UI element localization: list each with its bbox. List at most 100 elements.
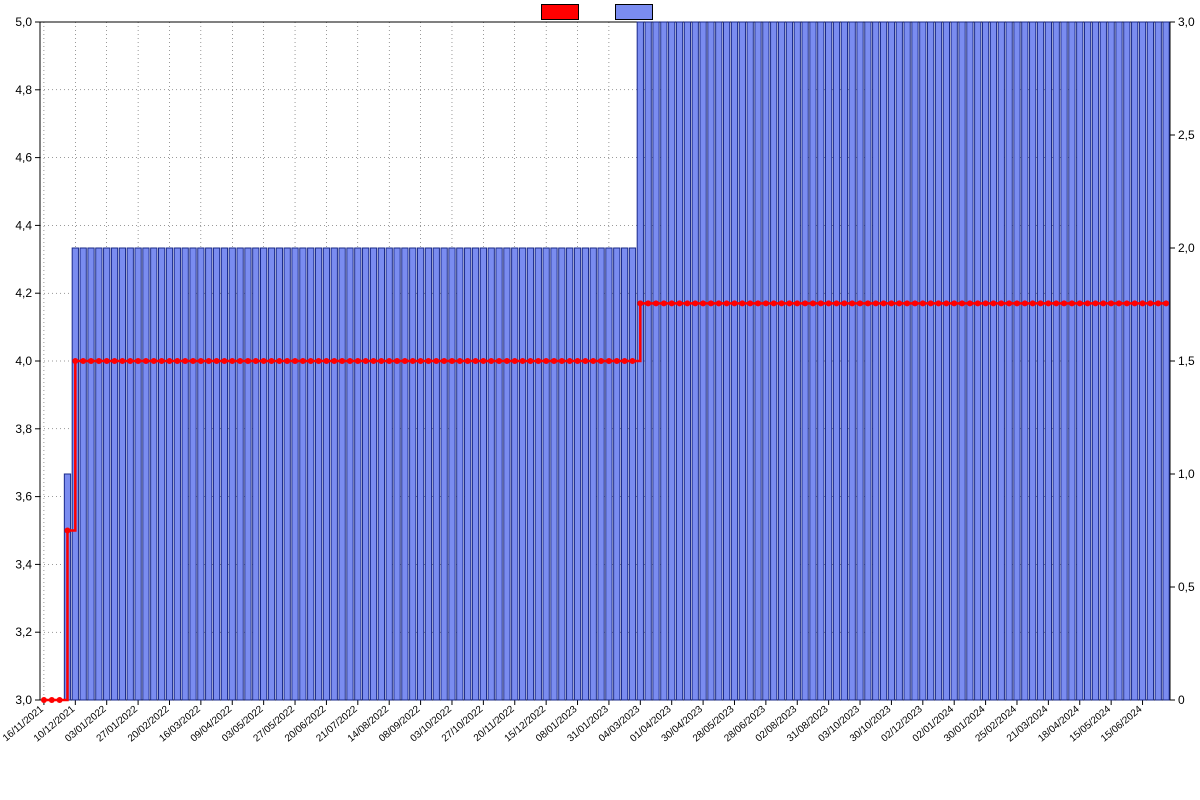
line-marker bbox=[873, 300, 879, 306]
line-marker bbox=[967, 300, 973, 306]
bar bbox=[276, 248, 282, 700]
y-left-tick-label: 3,6 bbox=[15, 490, 32, 504]
bar bbox=[111, 248, 117, 700]
bar bbox=[457, 248, 463, 700]
bar bbox=[261, 248, 267, 700]
line-marker bbox=[614, 358, 620, 364]
y-left-tick-label: 5,0 bbox=[15, 15, 32, 29]
line-marker bbox=[166, 358, 172, 364]
line-marker bbox=[833, 300, 839, 306]
line-marker bbox=[598, 358, 604, 364]
line-marker bbox=[57, 697, 63, 703]
bar bbox=[135, 248, 141, 700]
line-marker bbox=[857, 300, 863, 306]
bar bbox=[716, 22, 722, 700]
bar bbox=[543, 248, 549, 700]
line-marker bbox=[677, 300, 683, 306]
bar bbox=[771, 22, 777, 700]
line-marker bbox=[402, 358, 408, 364]
y-left-tick-label: 4,8 bbox=[15, 83, 32, 97]
line-marker bbox=[959, 300, 965, 306]
line-marker bbox=[747, 300, 753, 306]
bar bbox=[119, 248, 125, 700]
bar bbox=[755, 22, 761, 700]
bar bbox=[951, 22, 957, 700]
line-marker bbox=[1045, 300, 1051, 306]
line-marker bbox=[261, 358, 267, 364]
bar bbox=[465, 248, 471, 700]
line-marker bbox=[786, 300, 792, 306]
bar bbox=[645, 22, 651, 700]
line-marker bbox=[794, 300, 800, 306]
bar bbox=[1006, 22, 1012, 700]
bar bbox=[143, 248, 149, 700]
line-marker bbox=[582, 358, 588, 364]
line-marker bbox=[1163, 300, 1169, 306]
y-right-tick-label: 1,0 bbox=[1178, 467, 1195, 481]
bar bbox=[237, 248, 243, 700]
line-marker bbox=[1069, 300, 1075, 306]
bar bbox=[1092, 22, 1098, 700]
line-marker bbox=[355, 358, 361, 364]
bar bbox=[841, 22, 847, 700]
line-marker bbox=[300, 358, 306, 364]
line-marker bbox=[1132, 300, 1138, 306]
bar bbox=[104, 248, 110, 700]
line-marker bbox=[80, 358, 86, 364]
bar bbox=[826, 22, 832, 700]
bar bbox=[1155, 22, 1161, 700]
legend bbox=[541, 4, 659, 20]
line-marker bbox=[253, 358, 259, 364]
line-marker bbox=[520, 358, 526, 364]
bar bbox=[943, 22, 949, 700]
line-marker bbox=[661, 300, 667, 306]
line-marker bbox=[826, 300, 832, 306]
line-marker bbox=[1116, 300, 1122, 306]
line-marker bbox=[449, 358, 455, 364]
line-marker bbox=[731, 300, 737, 306]
line-marker bbox=[339, 358, 345, 364]
line-marker bbox=[708, 300, 714, 306]
bar bbox=[574, 248, 580, 700]
line-marker bbox=[292, 358, 298, 364]
bar bbox=[198, 248, 204, 700]
bar bbox=[975, 22, 981, 700]
line-marker bbox=[724, 300, 730, 306]
bar bbox=[810, 22, 816, 700]
line-marker bbox=[347, 358, 353, 364]
line-marker bbox=[1038, 300, 1044, 306]
line-marker bbox=[1108, 300, 1114, 306]
line-marker bbox=[559, 358, 565, 364]
bar bbox=[308, 248, 314, 700]
line-marker bbox=[41, 697, 47, 703]
bar bbox=[1084, 22, 1090, 700]
bar bbox=[692, 22, 698, 700]
bar bbox=[1022, 22, 1028, 700]
bar bbox=[731, 22, 737, 700]
bar bbox=[378, 248, 384, 700]
bar bbox=[1116, 22, 1122, 700]
bar bbox=[1037, 22, 1043, 700]
line-marker bbox=[896, 300, 902, 306]
line-marker bbox=[433, 358, 439, 364]
legend-item-line bbox=[541, 4, 585, 20]
line-marker bbox=[378, 358, 384, 364]
line-marker bbox=[567, 358, 573, 364]
bar bbox=[229, 248, 235, 700]
bar bbox=[221, 248, 227, 700]
line-marker bbox=[1030, 300, 1036, 306]
bar bbox=[1053, 22, 1059, 700]
line-marker bbox=[104, 358, 110, 364]
bar bbox=[370, 248, 376, 700]
bar bbox=[1077, 22, 1083, 700]
bar bbox=[551, 248, 557, 700]
bar bbox=[920, 22, 926, 700]
bar bbox=[1132, 22, 1138, 700]
line-marker bbox=[512, 358, 518, 364]
bar bbox=[669, 22, 675, 700]
bar bbox=[472, 248, 478, 700]
bar bbox=[904, 22, 910, 700]
bar bbox=[802, 22, 808, 700]
line-marker bbox=[888, 300, 894, 306]
line-marker bbox=[1147, 300, 1153, 306]
